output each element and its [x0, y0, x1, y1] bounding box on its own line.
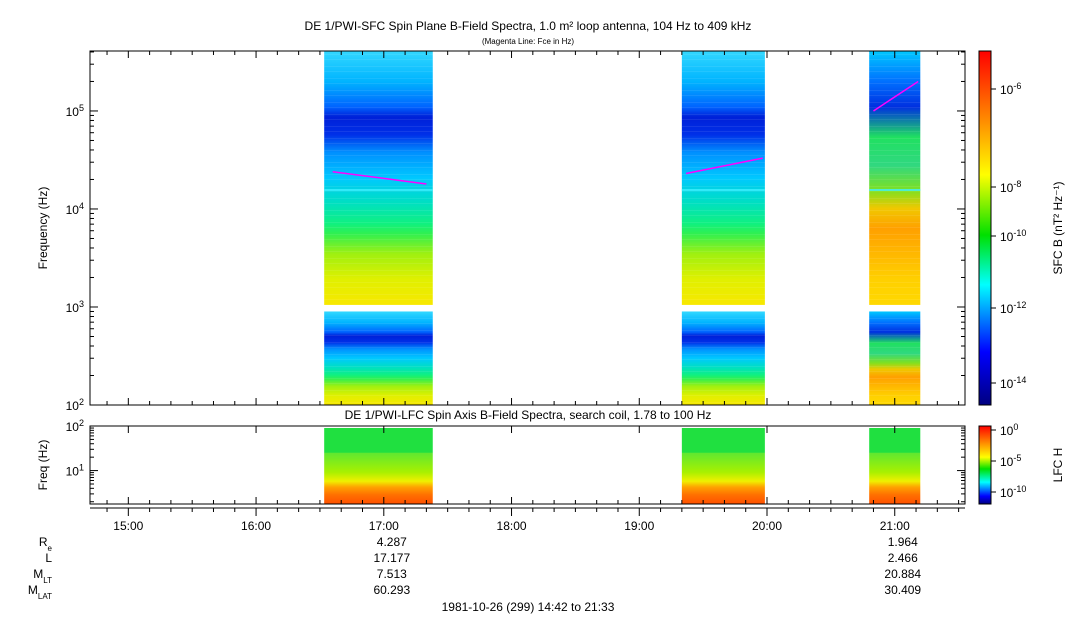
- ephemeris-value: 30.409: [884, 583, 921, 597]
- sfc-subtitle: (Magenta Line: Fce in Hz): [482, 37, 574, 46]
- time-tick-label: 17:00: [369, 519, 399, 533]
- sfc-y-axis-label: Frequency (Hz): [36, 187, 50, 270]
- sfc-plot-frame: [89, 50, 966, 406]
- lfc-y-axis-label: Freq (Hz): [36, 440, 50, 491]
- ephemeris-table: Re 4.287 1.964 L 17.177 2.466 MLT 7.513 20.884 ML…: [28, 535, 922, 601]
- ephemeris-row-label: L: [45, 551, 52, 565]
- time-axis: 15:00 16:00 17:00 18:00 19:00 20:00 21:00: [90, 51, 965, 533]
- ephemeris-value: 7.513: [377, 567, 407, 581]
- sfc-segment: [681, 51, 765, 405]
- ephemeris-row-label: MLT: [33, 567, 52, 585]
- time-tick-label: 19:00: [624, 519, 654, 533]
- ephemeris-row-label: Re: [39, 535, 53, 553]
- sfc-segment: [869, 51, 921, 405]
- ephemeris-value: 20.884: [884, 567, 921, 581]
- lfc-segment: [681, 428, 765, 504]
- lfc-colorbar-tick-label: 10-10: [1000, 484, 1026, 500]
- lfc-colorbar: [978, 425, 992, 505]
- lfc-colorbar-label: LFC H: [1051, 448, 1065, 483]
- sfc-colorbar-tick-label: 10-12: [1000, 300, 1026, 316]
- sfc-colorbar-tick-label: 10-8: [1000, 179, 1021, 195]
- sfc-colorbar-tick-label: 10-6: [1000, 81, 1021, 97]
- sfc-y-axis: 102 103 104 105: [66, 51, 965, 413]
- lfc-spectrogram: [324, 428, 921, 504]
- fce-line: [873, 80, 919, 112]
- lfc-colorbar-tick-label: 100: [1000, 422, 1018, 438]
- fce-line: [685, 157, 763, 175]
- fce-line: [332, 170, 427, 185]
- sfc-colorbar: [978, 50, 992, 406]
- sfc-title: DE 1/PWI-SFC Spin Plane B-Field Spectra,…: [305, 19, 752, 33]
- time-tick-label: 16:00: [241, 519, 271, 533]
- lfc-colorbar-ticks: 100 10-5 10-10: [991, 422, 1026, 500]
- sfc-colorbar-ticks: 10-6 10-8 10-10 10-12 10-14: [991, 81, 1026, 391]
- ephemeris-value: 2.466: [888, 551, 918, 565]
- lfc-y-tick-label: 101: [66, 463, 84, 479]
- ephemeris-row-label: MLAT: [28, 583, 52, 601]
- ephemeris-value: 60.293: [373, 583, 410, 597]
- sfc-colorbar-label: SFC B (nT² Hz⁻¹): [1051, 182, 1065, 275]
- time-tick-label: 20:00: [752, 519, 782, 533]
- sfc-segment: [324, 51, 433, 405]
- sfc-y-tick-label: 103: [66, 299, 84, 315]
- ephemeris-value: 1.964: [888, 535, 918, 549]
- sfc-y-tick-label: 105: [66, 103, 84, 119]
- time-tick-label: 15:00: [113, 519, 143, 533]
- time-tick-label: 21:00: [880, 519, 910, 533]
- lfc-segment: [869, 428, 921, 504]
- sfc-y-tick-label: 102: [66, 397, 84, 413]
- lfc-segment: [324, 428, 433, 504]
- lfc-y-tick-label: 102: [66, 418, 84, 434]
- lfc-y-axis: 101 102: [66, 418, 965, 503]
- lfc-plot-frame: [89, 425, 966, 505]
- sfc-colorbar-tick-label: 10-10: [1000, 228, 1026, 244]
- ephemeris-value: 17.177: [373, 551, 410, 565]
- sfc-y-tick-label: 104: [66, 201, 84, 217]
- lfc-title: DE 1/PWI-LFC Spin Axis B-Field Spectra, …: [345, 408, 712, 422]
- footer-date-range: 1981-10-26 (299) 14:42 to 21:33: [442, 600, 615, 614]
- lfc-colorbar-tick-label: 10-5: [1000, 453, 1021, 469]
- sfc-spectrogram: [324, 51, 921, 405]
- time-tick-label: 18:00: [497, 519, 527, 533]
- sfc-colorbar-tick-label: 10-14: [1000, 375, 1026, 391]
- ephemeris-value: 4.287: [377, 535, 407, 549]
